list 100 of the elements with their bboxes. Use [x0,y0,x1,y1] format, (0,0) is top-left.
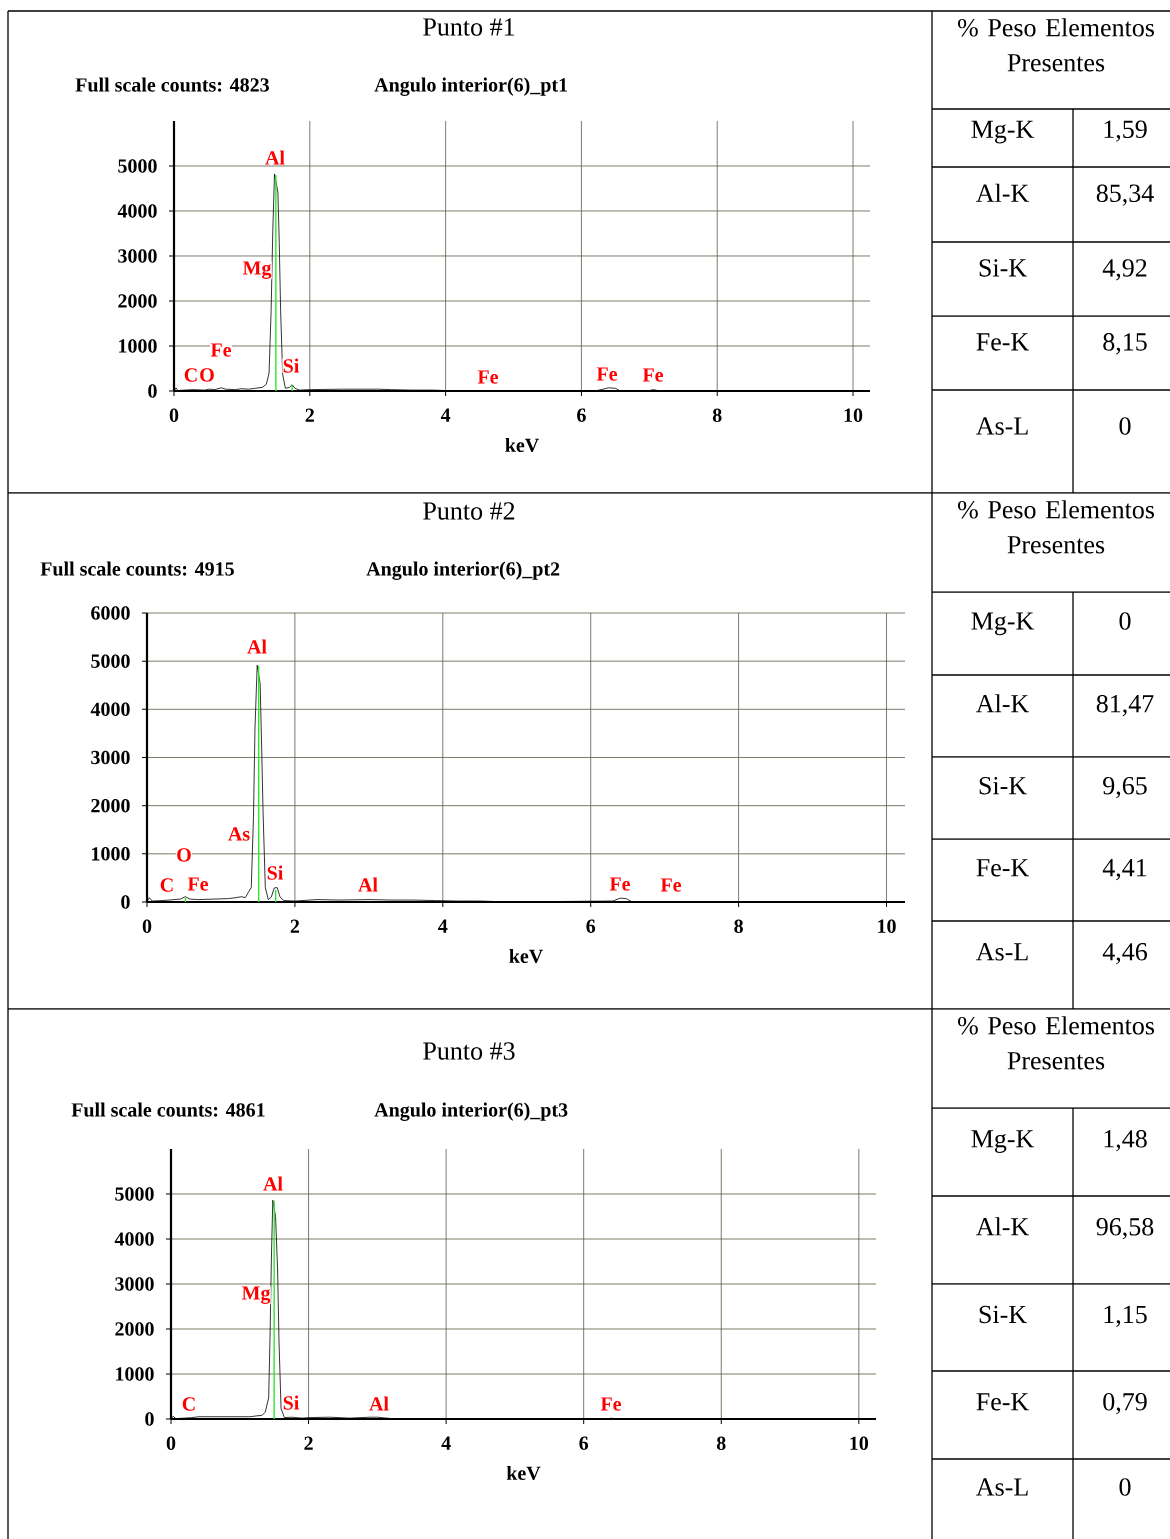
annotation: Fe [596,367,618,381]
y-tick-label: 4000 [117,204,157,218]
annotation: C [160,878,173,892]
annotation: Fe [477,370,499,384]
y-tick-label: 4000 [114,1232,154,1246]
x-axis-title: keV [506,1465,541,1481]
text: Angulo interior(6)_pt3 [374,1102,568,1121]
text: 0,79 [1103,1393,1147,1415]
annotation: O [200,368,214,382]
text: 81,47 [1096,694,1154,717]
category-label: Si-K [979,776,1027,795]
text: 4,46 [1102,943,1147,965]
text: % Peso Elementos Presentes [957,500,1154,554]
y-tick-label: 4000 [90,702,130,717]
category-label: Mg-K [971,612,1035,636]
text: Full scale counts: 4861 [71,1102,265,1117]
category-label: Fe-K [976,859,1029,877]
y-tick-label: 1000 [119,339,157,353]
text: 9,65 [1103,776,1147,799]
annotation: Si [283,358,300,373]
x-tick-label: 8 [716,1436,726,1451]
text: % Peso Elementos Presentes [957,1016,1154,1070]
annotation: C [182,1397,195,1411]
annotation: Al [369,1396,389,1411]
annotation: Al [247,639,267,654]
category-label: As-L [976,943,1028,961]
y-tick-label: 2000 [118,294,157,308]
annotation: Al [263,1176,283,1191]
category-label: As-L [976,1478,1028,1496]
category-label: Al-K [976,694,1029,713]
y-tick-label: 3000 [115,1277,154,1291]
annotation: Al [265,150,285,165]
x-tick-label: 8 [734,919,743,934]
category-label: Fe-K [976,333,1029,351]
y-tick-label: 3000 [118,249,157,263]
x-tick-label: 8 [712,408,722,423]
annotation: Si [283,1395,300,1410]
x-tick-label: 0 [166,1436,176,1451]
annotation: Fe [187,877,209,891]
y-tick-label: 2000 [115,1322,154,1336]
x-tick-label: 4 [440,408,451,422]
annotation: Al [358,877,378,892]
annotation: Fe [600,1397,622,1411]
text: 4,92 [1102,259,1147,281]
text: 1,15 [1104,1305,1147,1327]
y-tick-label: 5000 [115,1187,154,1201]
x-tick-label: 2 [290,919,300,933]
y-tick-label: 0 [145,1412,154,1426]
annotation: Si [267,865,284,880]
x-tick-label: 6 [579,1436,589,1450]
chart-title: Punto #1 [423,18,515,36]
chart-title: Punto #3 [423,1042,515,1060]
annotation: Fe [210,343,232,357]
text: 96,58 [1096,1218,1154,1240]
category-label: Mg-K [971,1130,1035,1153]
y-tick-label: 5000 [91,654,130,668]
text: Angulo interior(6)_pt2 [366,561,560,580]
x-tick-label: 0 [169,408,179,423]
y-tick-label: 0 [148,384,157,398]
category-label: As-L [976,417,1028,435]
x-tick-label: 6 [577,408,586,422]
x-tick-label: 2 [304,1436,313,1450]
y-tick-label: 1000 [92,847,130,861]
text: 0 [1119,1478,1131,1496]
text: Full scale counts: 4823 [75,77,269,92]
annotation: As [228,827,250,841]
x-tick-label: 6 [586,919,596,933]
annotation: Fe [642,368,664,382]
text: 8,15 [1103,333,1147,355]
annotation: O [177,848,191,862]
y-tick-label: 1000 [116,1367,154,1381]
category-label: Al-K [976,183,1029,202]
x-tick-label: 4 [438,919,448,933]
annotation: Mg [242,261,272,279]
y-tick-label: 5000 [118,159,157,173]
category-label: Si-K [979,1305,1027,1324]
annotation: Mg [241,1286,271,1304]
text: Full scale counts: 4915 [40,561,234,576]
chart-title: Punto #2 [423,502,515,520]
x-tick-label: 10 [850,1436,869,1451]
text: % Peso Elementos Presentes [957,18,1154,72]
x-tick-label: 2 [305,408,314,422]
category-label: Mg-K [971,120,1035,144]
annotation: C [184,368,197,382]
x-axis-title: keV [505,437,539,453]
category-label: Si-K [979,259,1027,277]
y-tick-label: 0 [121,895,130,909]
text: 1,59 [1104,120,1147,142]
annotation: Fe [660,878,682,892]
annotation: Fe [609,877,631,891]
x-tick-label: 10 [844,408,863,423]
text: 0 [1119,612,1131,630]
x-tick-label: 4 [441,1436,451,1450]
y-tick-label: 3000 [91,750,130,765]
text: 4,41 [1102,859,1147,881]
x-tick-label: 10 [878,919,896,934]
y-tick-label: 6000 [91,606,130,620]
text: Angulo interior(6)_pt1 [374,77,568,96]
x-axis-title: keV [509,948,543,964]
category-label: Fe-K [976,1393,1029,1411]
